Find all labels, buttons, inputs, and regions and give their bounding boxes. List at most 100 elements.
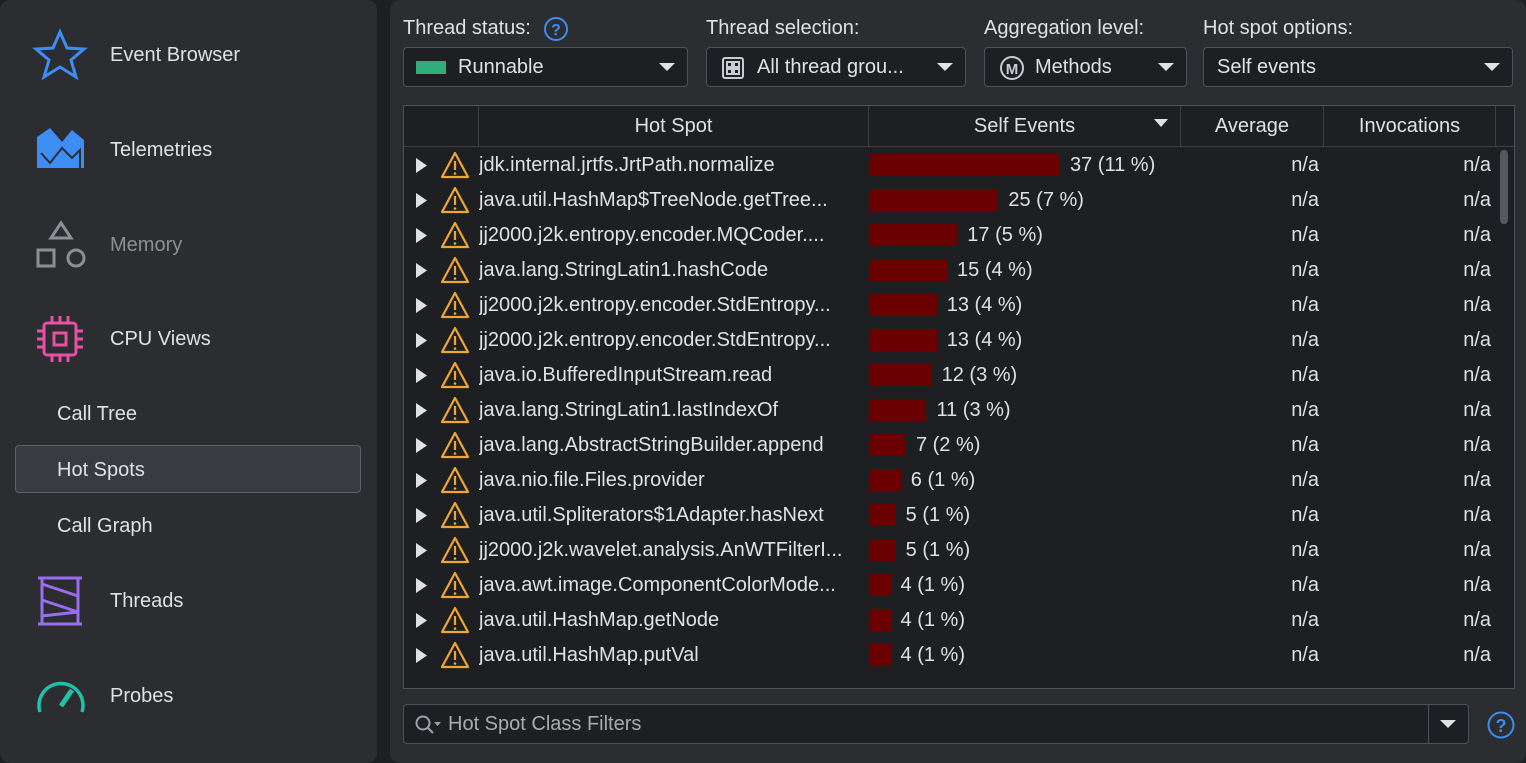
average: n/a xyxy=(1291,609,1319,631)
method-name: jdk.internal.jrtfs.JrtPath.normalize xyxy=(479,154,775,176)
invocations: n/a xyxy=(1463,644,1491,666)
warning-icon xyxy=(440,291,470,319)
expand-arrow[interactable] xyxy=(416,438,427,453)
scrollbar-thumb[interactable] xyxy=(1500,150,1508,224)
invocations: n/a xyxy=(1463,609,1491,631)
table-row[interactable]: jj2000.j2k.entropy.encoder.StdEntropy...… xyxy=(404,323,1496,358)
table-row[interactable]: java.lang.AbstractStringBuilder.append 7 … xyxy=(404,428,1496,463)
expand-arrow[interactable] xyxy=(416,543,427,558)
table-row[interactable]: java.nio.file.Files.provider 6 (1 %) n/a n/… xyxy=(404,463,1496,498)
expand-arrow[interactable] xyxy=(416,193,427,208)
toolbar-label: Aggregation level: xyxy=(984,17,1145,39)
invocations: n/a xyxy=(1463,574,1491,596)
class-filter-field[interactable]: Hot Spot Class Filters xyxy=(403,704,1469,744)
self-events-label: 37 (11 %) xyxy=(1070,154,1156,176)
method-icon: M xyxy=(1000,56,1024,80)
self-events-bar xyxy=(870,189,999,211)
warning-icon xyxy=(440,536,470,564)
svg-text:?: ? xyxy=(551,22,561,39)
invocations: n/a xyxy=(1463,189,1491,211)
invocations: n/a xyxy=(1463,329,1491,351)
invocations: n/a xyxy=(1463,434,1491,456)
expand-arrow[interactable] xyxy=(416,368,427,383)
nav-item[interactable]: Call Tree xyxy=(57,403,138,425)
invocations: n/a xyxy=(1463,504,1491,526)
expand-arrow[interactable] xyxy=(416,298,427,313)
expand-arrow[interactable] xyxy=(416,403,427,418)
row-icons xyxy=(416,641,470,669)
warning-icon xyxy=(440,431,470,459)
selected-item[interactable] xyxy=(15,445,361,493)
average: n/a xyxy=(1291,189,1319,211)
expand-arrow[interactable] xyxy=(416,648,427,663)
help-icon[interactable]: ? xyxy=(543,16,569,42)
self-events-label: 5 (1 %) xyxy=(905,504,971,526)
self-events-label: 17 (5 %) xyxy=(967,224,1043,246)
row-icons xyxy=(416,326,470,354)
expand-arrow[interactable] xyxy=(416,263,427,278)
table-row[interactable]: jj2000.j2k.entropy.encoder.StdEntropy...… xyxy=(404,288,1496,323)
table-row[interactable]: java.util.HashMap.putVal 4 (1 %) n/a n/a xyxy=(404,638,1496,673)
self-events-label: 13 (4 %) xyxy=(946,329,1023,351)
self-events-bar xyxy=(870,259,948,281)
table-row[interactable]: jj2000.j2k.wavelet.analysis.AnWTFilterI.… xyxy=(404,533,1496,568)
self-events-label: 15 (4 %) xyxy=(957,259,1033,281)
hot-spots-table: Hot Spot Self Events Average Invocations… xyxy=(403,105,1515,689)
hot-spot-options-dropdown[interactable]: Self events xyxy=(1203,47,1513,87)
invocations: n/a xyxy=(1463,399,1491,421)
dropdown-value: All thread grou... xyxy=(757,56,904,78)
expand-arrow[interactable] xyxy=(416,333,427,348)
table-row[interactable]: java.util.HashMap$TreeNode.getTree... 25 … xyxy=(404,183,1496,218)
thread-status-dropdown[interactable]: Runnable xyxy=(403,47,688,87)
average: n/a xyxy=(1291,364,1319,386)
nav-item[interactable]: Probes xyxy=(110,685,174,707)
self-events-bar xyxy=(870,504,896,526)
invocations: n/a xyxy=(1463,364,1491,386)
column-header[interactable]: Self Events xyxy=(869,106,1181,146)
row-icons xyxy=(416,186,470,214)
svg-text:?: ? xyxy=(1496,716,1507,736)
row-icons xyxy=(416,501,470,529)
table-row[interactable]: java.awt.image.ComponentColorMode... 4 (1… xyxy=(404,568,1496,603)
expand-arrow[interactable] xyxy=(416,578,427,593)
nav-item[interactable]: Event Browser xyxy=(110,44,241,66)
row-icons xyxy=(416,221,470,249)
nav-item[interactable]: Telemetries xyxy=(110,139,213,161)
row-icons xyxy=(416,291,470,319)
table-row[interactable]: java.lang.StringLatin1.hashCode 15 (4 %) n… xyxy=(404,253,1496,288)
nav-item[interactable]: Hot Spots xyxy=(57,459,145,481)
nav-item[interactable]: CPU Views xyxy=(110,328,211,350)
method-name: java.lang.AbstractStringBuilder.append xyxy=(479,434,824,456)
average: n/a xyxy=(1291,644,1319,666)
table-row[interactable]: java.util.HashMap.getNode 4 (1 %) n/a n/a xyxy=(404,603,1496,638)
help-icon[interactable]: ? xyxy=(1486,710,1516,740)
table-header: Hot Spot Self Events Average Invocations xyxy=(404,106,1514,147)
table-row[interactable]: java.io.BufferedInputStream.read 12 (3 %)… xyxy=(404,358,1496,393)
average: n/a xyxy=(1291,539,1319,561)
sidebar-icons xyxy=(32,28,88,713)
column-header[interactable]: Invocations xyxy=(1324,106,1496,146)
nav-item[interactable]: Call Graph xyxy=(57,515,153,537)
invocations: n/a xyxy=(1463,259,1491,281)
nav-item[interactable]: Memory xyxy=(110,234,183,256)
table-row[interactable]: jj2000.j2k.entropy.encoder.MQCoder.... 17… xyxy=(404,218,1496,253)
expand-arrow[interactable] xyxy=(416,508,427,523)
table-row[interactable]: jdk.internal.jrtfs.JrtPath.normalize 37 (… xyxy=(404,148,1496,183)
table-row[interactable]: java.lang.StringLatin1.lastIndexOf 11 (3 … xyxy=(404,393,1496,428)
expand-arrow[interactable] xyxy=(416,228,427,243)
expand-arrow[interactable] xyxy=(416,158,427,173)
expand-arrow[interactable] xyxy=(416,473,427,488)
average: n/a xyxy=(1291,224,1319,246)
sidebar xyxy=(0,0,377,763)
column-header[interactable]: Hot Spot xyxy=(479,106,869,146)
self-events-label: 11 (3 %) xyxy=(936,399,1011,421)
method-name: java.awt.image.ComponentColorMode... xyxy=(479,574,836,596)
thread-selection-dropdown[interactable]: All thread grou... xyxy=(706,47,966,87)
warning-icon xyxy=(440,501,470,529)
aggregation-dropdown[interactable]: M Methods xyxy=(984,47,1187,87)
column-header[interactable]: Average xyxy=(1181,106,1324,146)
filter-placeholder: Hot Spot Class Filters xyxy=(448,713,642,735)
expand-arrow[interactable] xyxy=(416,613,427,628)
table-row[interactable]: java.util.Spliterators$1Adapter.hasNext 5… xyxy=(404,498,1496,533)
nav-item[interactable]: Threads xyxy=(110,590,184,612)
